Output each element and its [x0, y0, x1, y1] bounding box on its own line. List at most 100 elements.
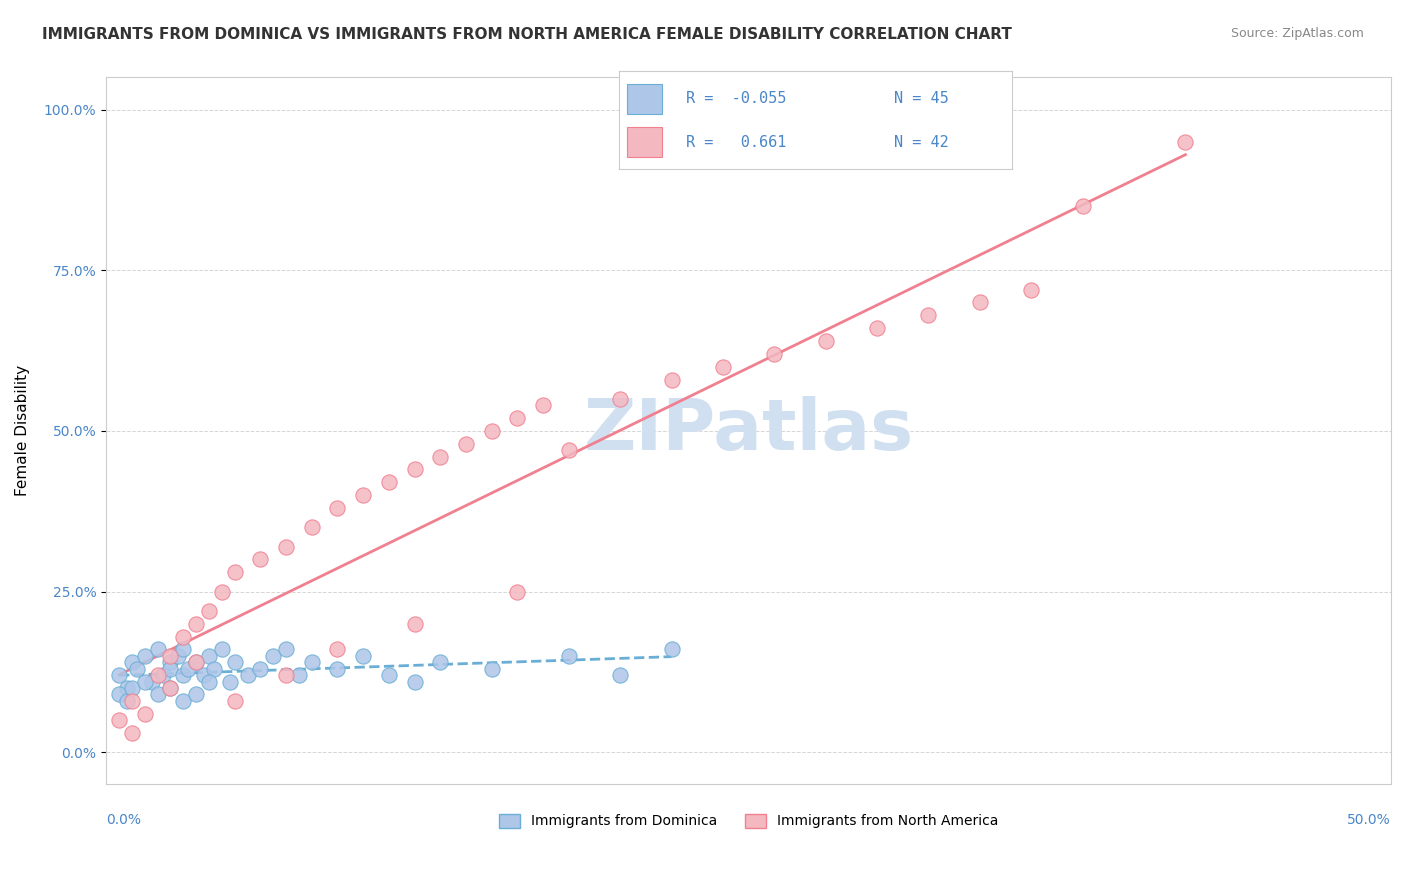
- FancyBboxPatch shape: [627, 84, 662, 113]
- Point: [404, 616, 426, 631]
- Point: [108, 668, 131, 682]
- Point: [506, 584, 529, 599]
- Text: Source: ZipAtlas.com: Source: ZipAtlas.com: [1230, 27, 1364, 40]
- Point: [172, 694, 194, 708]
- Point: [193, 668, 215, 682]
- Point: [661, 372, 683, 386]
- Point: [506, 411, 529, 425]
- Point: [108, 713, 131, 727]
- Point: [249, 552, 271, 566]
- Point: [274, 642, 297, 657]
- Text: R =   0.661: R = 0.661: [686, 135, 786, 150]
- Point: [378, 475, 401, 490]
- Point: [159, 681, 181, 695]
- Point: [146, 642, 169, 657]
- Point: [326, 642, 349, 657]
- Point: [326, 501, 349, 516]
- Point: [1071, 199, 1094, 213]
- Point: [866, 321, 889, 335]
- Point: [115, 681, 138, 695]
- Point: [218, 674, 240, 689]
- Point: [262, 648, 284, 663]
- Point: [352, 488, 374, 502]
- Point: [763, 347, 786, 361]
- Point: [134, 648, 156, 663]
- Point: [378, 668, 401, 682]
- Point: [186, 616, 208, 631]
- Point: [211, 584, 233, 599]
- Point: [301, 520, 323, 534]
- Point: [121, 726, 143, 740]
- Point: [224, 655, 246, 669]
- Text: N = 42: N = 42: [894, 135, 949, 150]
- Point: [115, 694, 138, 708]
- Point: [172, 642, 194, 657]
- Point: [125, 662, 148, 676]
- Point: [288, 668, 311, 682]
- Point: [134, 674, 156, 689]
- Point: [558, 443, 581, 458]
- Point: [969, 295, 991, 310]
- Point: [141, 674, 163, 689]
- Point: [198, 648, 221, 663]
- Point: [1174, 135, 1197, 149]
- Point: [352, 648, 374, 663]
- Point: [661, 642, 683, 657]
- Point: [177, 662, 200, 676]
- Point: [404, 462, 426, 476]
- Point: [159, 681, 181, 695]
- Point: [152, 668, 174, 682]
- Point: [531, 398, 554, 412]
- Point: [609, 668, 631, 682]
- Point: [121, 694, 143, 708]
- Point: [121, 655, 143, 669]
- Point: [211, 642, 233, 657]
- Point: [609, 392, 631, 406]
- Point: [429, 450, 451, 464]
- Point: [159, 655, 181, 669]
- Point: [711, 359, 734, 374]
- Point: [172, 668, 194, 682]
- Point: [558, 648, 581, 663]
- Point: [917, 308, 939, 322]
- Point: [198, 604, 221, 618]
- Point: [121, 681, 143, 695]
- Text: 50.0%: 50.0%: [1347, 813, 1391, 827]
- Point: [167, 648, 190, 663]
- FancyBboxPatch shape: [627, 128, 662, 157]
- Point: [274, 668, 297, 682]
- Point: [249, 662, 271, 676]
- Point: [236, 668, 259, 682]
- Point: [301, 655, 323, 669]
- Text: 0.0%: 0.0%: [107, 813, 141, 827]
- Point: [481, 662, 503, 676]
- Point: [481, 424, 503, 438]
- Point: [326, 662, 349, 676]
- Point: [159, 662, 181, 676]
- Y-axis label: Female Disability: Female Disability: [15, 366, 30, 497]
- Point: [172, 630, 194, 644]
- Point: [429, 655, 451, 669]
- Point: [454, 437, 477, 451]
- Legend: Immigrants from Dominica, Immigrants from North America: Immigrants from Dominica, Immigrants fro…: [494, 808, 1004, 834]
- Point: [198, 674, 221, 689]
- Point: [186, 655, 208, 669]
- Point: [146, 687, 169, 701]
- Point: [108, 687, 131, 701]
- Text: N = 45: N = 45: [894, 91, 949, 106]
- Point: [404, 674, 426, 689]
- Point: [186, 655, 208, 669]
- Point: [224, 694, 246, 708]
- Point: [186, 687, 208, 701]
- Point: [1019, 283, 1042, 297]
- Point: [224, 566, 246, 580]
- Point: [134, 706, 156, 721]
- Point: [159, 648, 181, 663]
- Text: R =  -0.055: R = -0.055: [686, 91, 786, 106]
- Text: IMMIGRANTS FROM DOMINICA VS IMMIGRANTS FROM NORTH AMERICA FEMALE DISABILITY CORR: IMMIGRANTS FROM DOMINICA VS IMMIGRANTS F…: [42, 27, 1012, 42]
- Point: [814, 334, 837, 348]
- Point: [202, 662, 225, 676]
- Point: [146, 668, 169, 682]
- Text: ZIPatlas: ZIPatlas: [583, 396, 914, 466]
- Point: [274, 540, 297, 554]
